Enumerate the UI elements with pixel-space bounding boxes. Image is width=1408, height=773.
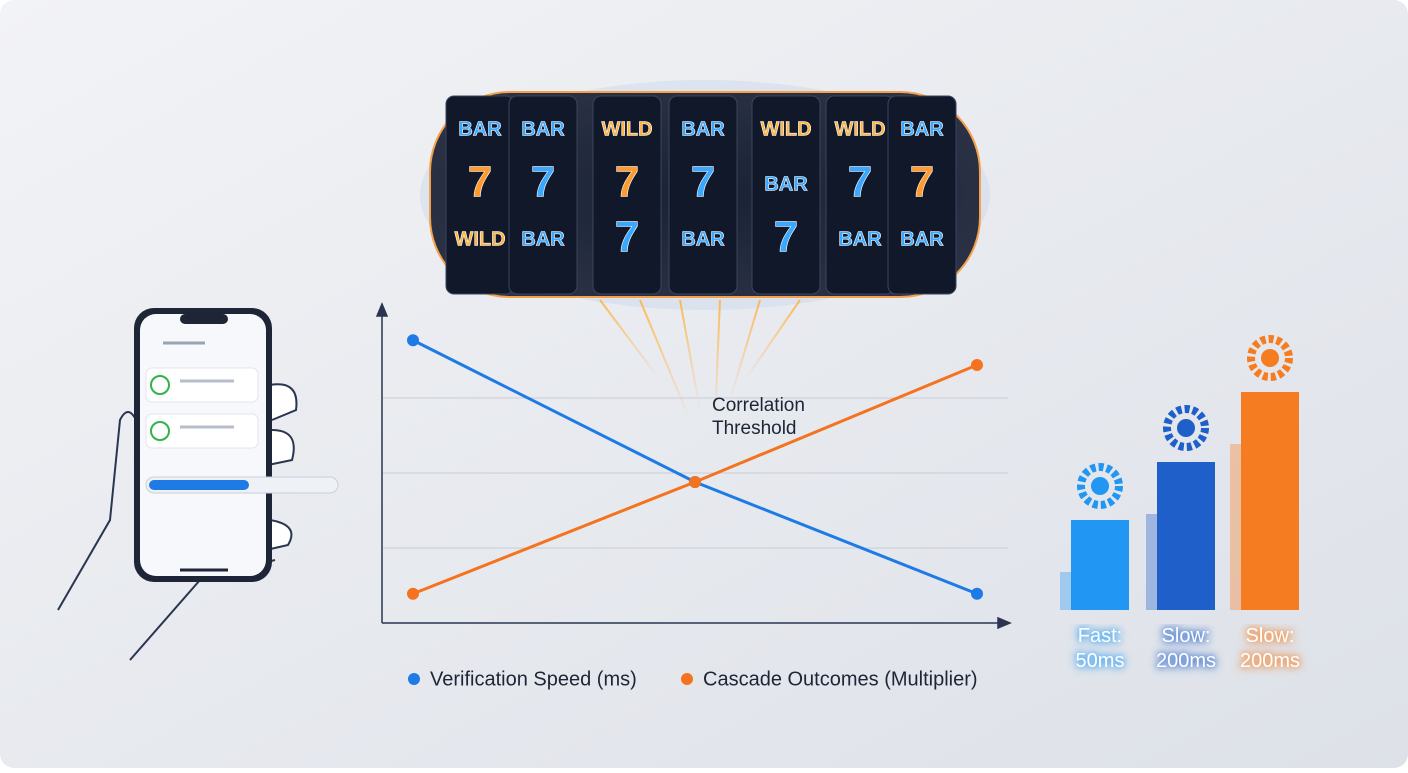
reel	[751, 95, 821, 295]
annotation: Correlation Threshold	[712, 395, 805, 439]
point	[407, 587, 419, 600]
reel-symbol: BAR	[681, 118, 725, 140]
reel-symbol: 7	[691, 158, 715, 207]
reel-symbol: BAR	[458, 118, 502, 140]
reel-symbol: 7	[615, 158, 639, 207]
legend-label: Verification Speed (ms)	[430, 668, 637, 690]
gear-hub	[1261, 349, 1279, 367]
bar	[1157, 462, 1215, 610]
legend-marker	[681, 673, 693, 685]
reel-symbol: WILD	[601, 118, 652, 140]
reel-symbol: 7	[774, 213, 798, 262]
bar	[1241, 392, 1299, 610]
axes	[375, 302, 1012, 630]
reel	[668, 95, 738, 295]
reel-symbol: BAR	[764, 173, 808, 195]
point	[971, 359, 983, 371]
reel-symbol: 7	[468, 158, 492, 207]
reel-symbol: 7	[910, 158, 934, 207]
reel	[887, 95, 957, 295]
bar-chart: Fast: 50ms Slow: 200ms Slow: 200ms	[1060, 335, 1301, 672]
bar-label-box: Slow: 200ms	[1155, 625, 1217, 672]
line-chart: Verification Speed (ms) Cascade Outcomes …	[383, 334, 1008, 690]
bar-label: Slow: 200ms	[1239, 625, 1301, 672]
bar-label-box: Slow: 200ms	[1239, 625, 1301, 672]
point	[407, 334, 419, 347]
reel-symbol: WILD	[454, 228, 505, 250]
reel-symbol: BAR	[900, 228, 944, 250]
reel-symbol: 7	[615, 213, 639, 262]
reel-symbol: BAR	[521, 228, 565, 250]
bar-label: Slow: 200ms	[1155, 625, 1217, 672]
reel-symbol: WILD	[760, 118, 811, 140]
bar-label: Fast: 50ms	[1075, 625, 1125, 672]
reel-symbol: 7	[848, 158, 872, 207]
gear-icon	[1077, 463, 1123, 509]
reel-symbol: BAR	[900, 118, 944, 140]
legend-label: Cascade Outcomes (Multiplier)	[703, 668, 978, 690]
gear-hub	[1091, 477, 1109, 495]
reel-symbol: BAR	[681, 228, 725, 250]
legend-marker	[408, 673, 420, 685]
gear-icon	[1163, 405, 1209, 451]
reel-symbol: 7	[531, 158, 555, 207]
reel-symbol: BAR	[838, 228, 882, 250]
phone-illustration	[57, 308, 339, 661]
gear-hub	[1177, 419, 1195, 437]
reel-symbol: WILD	[834, 118, 885, 140]
bar	[1071, 520, 1129, 610]
reel	[508, 95, 578, 295]
bar-label-box: Fast: 50ms	[1075, 625, 1125, 672]
reel-symbol: BAR	[521, 118, 565, 140]
point	[971, 587, 983, 600]
reels: BAR7WILDBAR7BARWILD77BAR7BARWILDBAR7WILD…	[445, 95, 957, 295]
point	[689, 476, 701, 488]
reel	[592, 95, 662, 295]
gear-icon	[1247, 335, 1293, 381]
annotation-box: Correlation Threshold	[712, 395, 805, 439]
